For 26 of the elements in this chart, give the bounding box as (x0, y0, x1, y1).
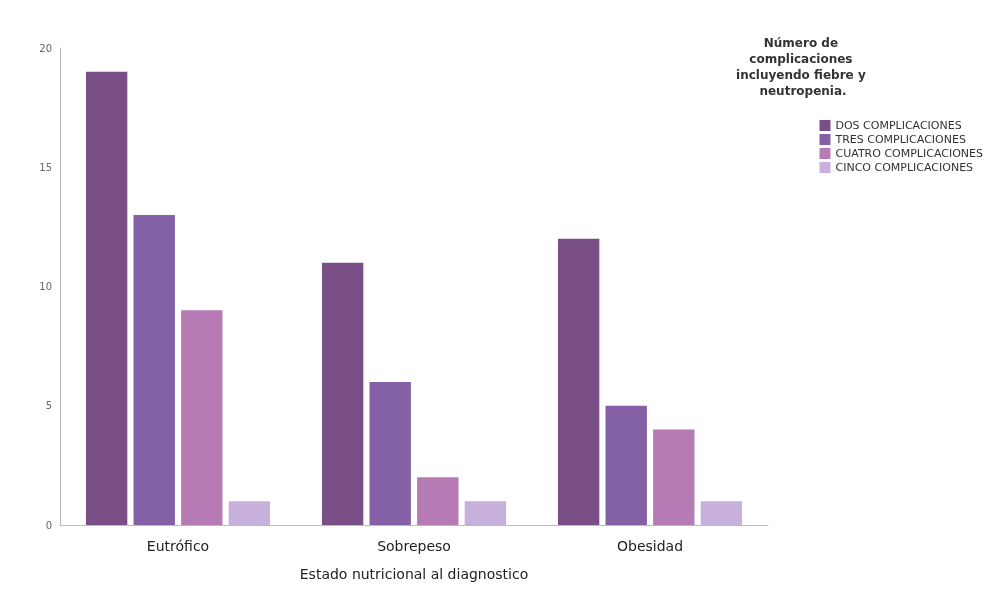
legend-label: DOS COMPLICACIONES (835, 119, 962, 132)
bar (653, 429, 695, 525)
y-tick-label: 0 (45, 519, 52, 531)
y-tick-label: 5 (45, 400, 52, 412)
legend-title: Número de complicaciones incluyendo fiebre y neutropenia. (736, 36, 870, 98)
legend-label: CINCO COMPLICACIONES (835, 161, 974, 174)
y-tick-label: 20 (39, 42, 52, 54)
x-tick-label: Sobrepeso (377, 538, 451, 554)
bar (85, 71, 128, 525)
bar (464, 501, 507, 525)
legend-label: TRES COMPLICACIONES (834, 133, 966, 146)
bar (321, 262, 364, 525)
x-axis-title: Estado nutricional al diagnostico (299, 566, 529, 582)
x-tick-label: Eutrófico (146, 538, 210, 554)
y-tick-label: 15 (39, 161, 52, 173)
y-tick-label: 10 (39, 281, 52, 292)
legend-label: CUATRO COMPLICACIONES (835, 147, 984, 160)
bar (700, 501, 743, 525)
bar (181, 310, 223, 525)
bar (133, 214, 175, 525)
bar (369, 381, 411, 525)
bar (605, 405, 647, 525)
bar (417, 477, 459, 525)
x-tick-label: Obesidad (616, 538, 684, 554)
bar (557, 238, 600, 525)
bar (228, 501, 271, 525)
